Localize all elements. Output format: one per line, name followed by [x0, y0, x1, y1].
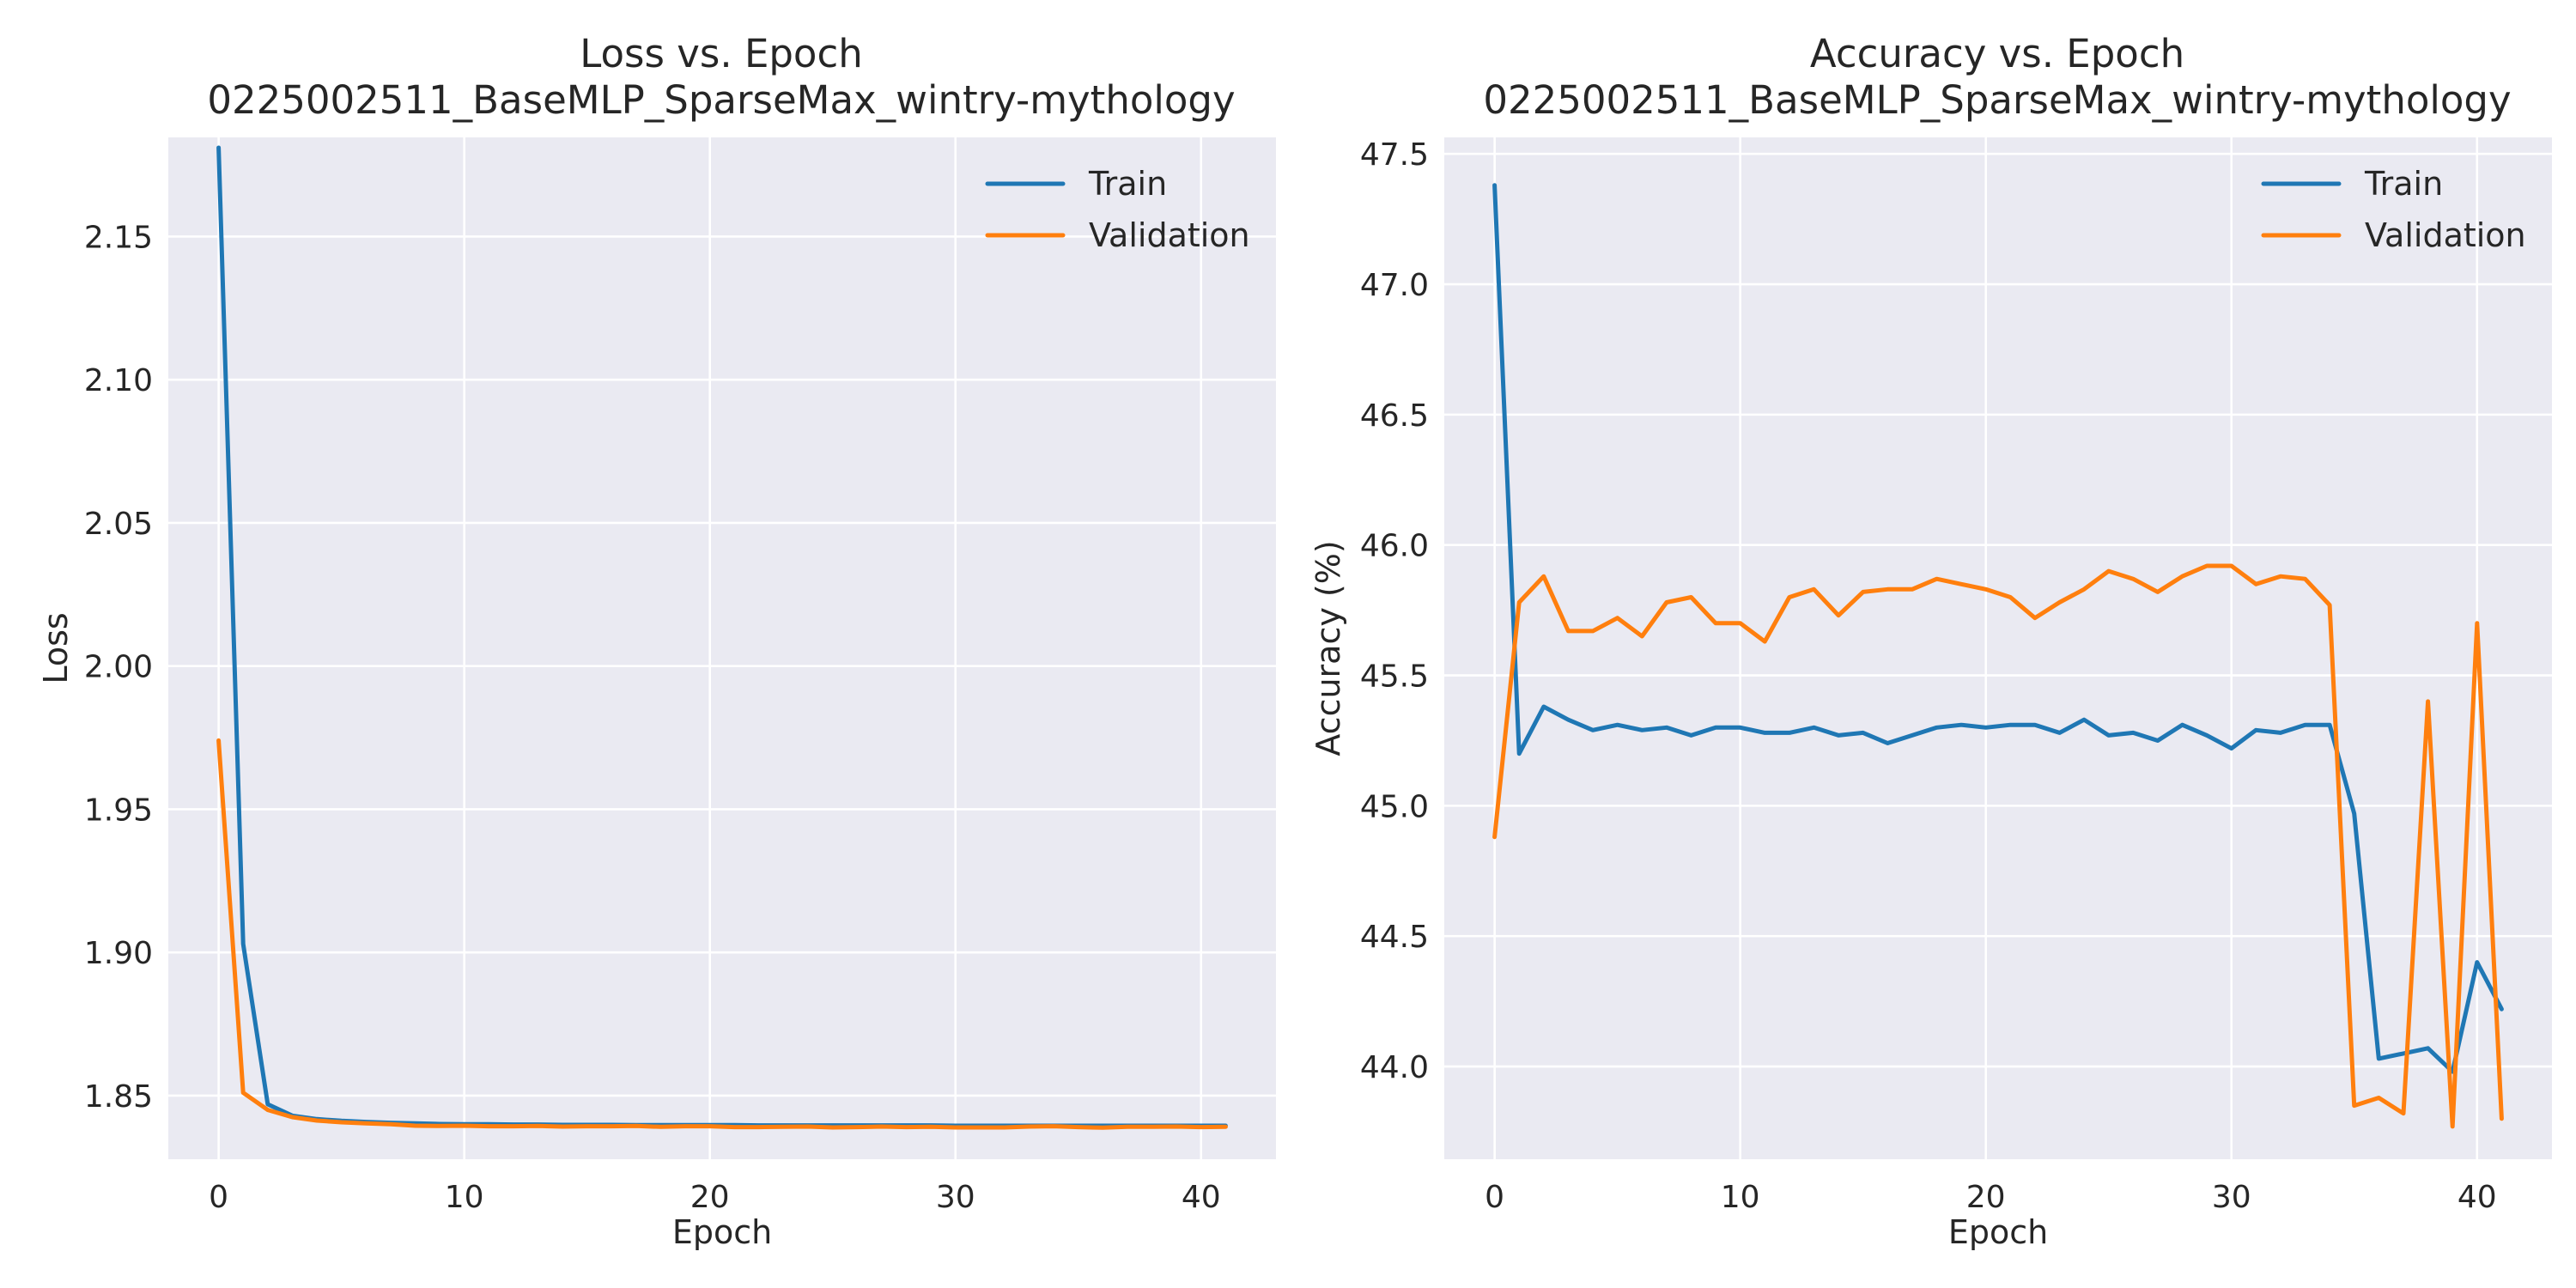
loss-y-tick-label: 2.10	[84, 363, 153, 398]
accuracy-legend: Train Validation	[2261, 165, 2526, 254]
loss-legend-label-train: Train	[1088, 165, 1167, 203]
loss-x-tick-label: 10	[445, 1180, 484, 1215]
loss-chart: Loss vs. Epoch 0225002511_BaseMLP_Sparse…	[37, 31, 1276, 1251]
loss-legend: Train Validation	[985, 165, 1250, 254]
accuracy-y-tick-label: 45.0	[1360, 789, 1429, 824]
accuracy-x-tick-label: 10	[1721, 1180, 1760, 1215]
loss-y-tick-label: 2.15	[84, 220, 153, 255]
accuracy-y-tick-label: 44.5	[1360, 920, 1429, 955]
accuracy-x-tick-label: 30	[2212, 1180, 2251, 1215]
accuracy-y-axis-label: Accuracy (%)	[1309, 540, 1347, 756]
loss-y-axis-label: Loss	[37, 612, 75, 683]
accuracy-chart-subtitle: 0225002511_BaseMLP_SparseMax_wintry-myth…	[1483, 77, 2511, 123]
accuracy-chart-title: Accuracy vs. Epoch	[1810, 31, 2184, 76]
accuracy-x-tick-label: 40	[2458, 1180, 2497, 1215]
accuracy-x-tick-label: 0	[1485, 1180, 1504, 1215]
loss-chart-subtitle: 0225002511_BaseMLP_SparseMax_wintry-myth…	[207, 77, 1235, 123]
accuracy-y-tick-label: 45.5	[1360, 659, 1429, 695]
loss-x-tick-label: 0	[209, 1180, 228, 1215]
accuracy-x-tick-label: 20	[1966, 1180, 2006, 1215]
loss-chart-title: Loss vs. Epoch	[580, 31, 862, 76]
accuracy-y-tick-label: 46.5	[1360, 398, 1429, 434]
accuracy-train-line	[1492, 183, 2504, 1074]
accuracy-legend-label-validation: Validation	[2365, 216, 2526, 254]
loss-y-tick-label: 1.85	[84, 1079, 153, 1115]
loss-x-tick-label: 30	[936, 1180, 975, 1215]
accuracy-validation-line	[1492, 563, 2504, 1129]
accuracy-x-axis-label: Epoch	[1948, 1213, 2048, 1251]
accuracy-y-tick-label: 47.5	[1360, 137, 1429, 173]
loss-y-tick-label: 2.00	[84, 650, 153, 685]
loss-grid	[168, 137, 1276, 1159]
loss-y-tick-label: 1.95	[84, 793, 153, 828]
loss-series	[216, 145, 1228, 1130]
loss-tick-labels: 0 10 20 30 40 1.85 1.90 1.95 2.00 2.05 2.10 2.15	[84, 220, 1221, 1215]
loss-x-axis-label: Epoch	[672, 1213, 772, 1251]
accuracy-y-tick-label: 44.0	[1360, 1050, 1429, 1085]
loss-legend-label-validation: Validation	[1089, 216, 1250, 254]
loss-x-tick-label: 40	[1182, 1180, 1221, 1215]
accuracy-y-tick-label: 46.0	[1360, 529, 1429, 564]
loss-y-tick-label: 2.05	[84, 507, 153, 542]
accuracy-series	[1492, 183, 2504, 1129]
accuracy-tick-labels: 0 10 20 30 40 44.0 44.5 45.0 45.5 46.0 46.5 47.0 47.…	[1360, 137, 2497, 1215]
loss-x-tick-label: 20	[690, 1180, 730, 1215]
accuracy-chart: Accuracy vs. Epoch 0225002511_BaseMLP_Sp…	[1309, 31, 2552, 1251]
accuracy-legend-label-train: Train	[2364, 165, 2443, 203]
accuracy-y-tick-label: 47.0	[1360, 268, 1429, 303]
loss-y-tick-label: 1.90	[84, 936, 153, 971]
accuracy-plot-area	[1444, 137, 2552, 1159]
loss-plot-area	[168, 137, 1276, 1159]
loss-validation-line	[216, 738, 1228, 1130]
